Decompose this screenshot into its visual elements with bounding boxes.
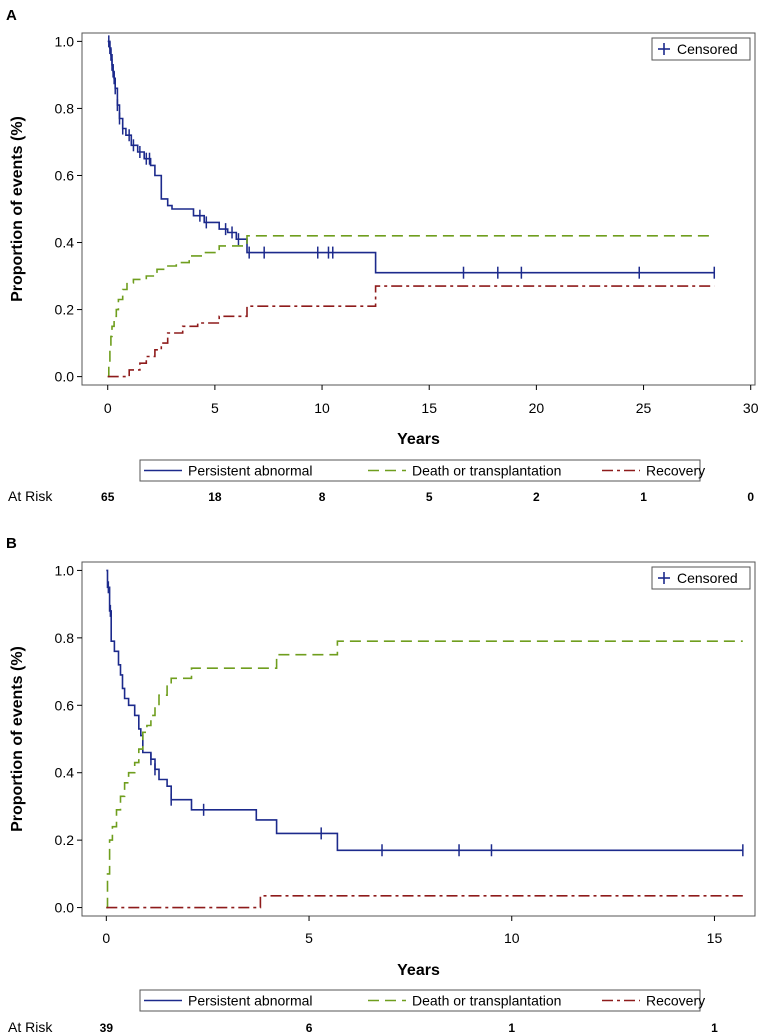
series-line-persistent-abnormal — [107, 40, 715, 274]
legend-label: Recovery — [646, 993, 705, 1009]
plot-frame — [81, 32, 756, 386]
y-axis-title: Proportion of events (%) — [9, 646, 26, 832]
at-risk-label: At Risk — [8, 488, 53, 504]
at-risk-value: 1 — [640, 490, 647, 504]
panel-label: B — [6, 535, 17, 552]
y-tick-label: 1.0 — [55, 33, 75, 49]
series-line-death-or-transplantation — [106, 640, 743, 909]
series-legend-box — [139, 989, 701, 1012]
legend-label: Recovery — [646, 463, 705, 479]
series-line-recovery — [106, 895, 743, 909]
series-line-recovery — [107, 285, 715, 378]
legend-label: Persistent abnormal — [188, 463, 313, 479]
x-tick-label: 15 — [421, 400, 437, 416]
censored-legend-label: Censored — [677, 41, 738, 57]
x-tick-label: 0 — [102, 930, 110, 946]
panel-label: A — [6, 7, 17, 24]
x-tick-label: 5 — [305, 930, 313, 946]
plot-frame — [81, 561, 756, 917]
x-tick-label: 20 — [529, 400, 545, 416]
series-line-persistent-abnormal — [106, 569, 743, 852]
at-risk-value: 5 — [426, 490, 433, 504]
x-tick-label: 10 — [504, 930, 520, 946]
x-tick-label: 0 — [104, 400, 112, 416]
x-axis-title: Years — [397, 431, 440, 448]
y-tick-label: 0.4 — [55, 765, 75, 781]
y-tick-label: 1.0 — [55, 562, 75, 578]
legend-label: Death or transplantation — [412, 463, 561, 479]
at-risk-value: 65 — [101, 490, 115, 504]
x-tick-label: 5 — [211, 400, 219, 416]
y-tick-label: 0.0 — [55, 369, 75, 385]
censored-legend-box — [651, 566, 751, 590]
y-tick-label: 0.2 — [55, 302, 75, 318]
at-risk-value: 18 — [208, 490, 222, 504]
x-tick-label: 15 — [707, 930, 723, 946]
y-tick-label: 0.4 — [55, 235, 75, 251]
x-axis-title: Years — [397, 962, 440, 979]
censored-legend-box — [651, 37, 751, 61]
y-tick-label: 0.0 — [55, 900, 75, 916]
at-risk-value: 1 — [711, 1021, 718, 1034]
at-risk-value: 0 — [747, 490, 754, 504]
series-legend-box — [139, 459, 701, 482]
series-line-death-or-transplantation — [107, 235, 715, 378]
at-risk-value: 6 — [306, 1021, 313, 1034]
at-risk-value: 39 — [100, 1021, 114, 1034]
legend-label: Death or transplantation — [412, 993, 561, 1009]
chart-panel-b: B 0.0 0.2 0.4 0.6 0.8 1.0 0 5 10 15 Years Proportion… — [6, 535, 756, 1034]
legend-label: Persistent abnormal — [188, 993, 313, 1009]
at-risk-value: 2 — [533, 490, 540, 504]
y-tick-label: 0.6 — [55, 697, 75, 713]
at-risk-value: 1 — [508, 1021, 515, 1034]
censored-legend-label: Censored — [677, 570, 738, 586]
chart-panel-a: A0.00.20.40.60.81.00 5 10 15 20 25 30YearsProp… — [6, 7, 759, 504]
at-risk-value: 8 — [319, 490, 326, 504]
x-tick-label: 10 — [314, 400, 330, 416]
x-tick-label: 30 — [743, 400, 759, 416]
at-risk-label: At Risk — [8, 1019, 53, 1034]
y-tick-label: 0.8 — [55, 100, 75, 116]
y-tick-label: 0.6 — [55, 167, 75, 183]
x-tick-label: 25 — [636, 400, 652, 416]
y-axis-title: Proportion of events (%) — [9, 116, 26, 302]
y-tick-label: 0.2 — [55, 832, 75, 848]
y-tick-label: 0.8 — [55, 630, 75, 646]
